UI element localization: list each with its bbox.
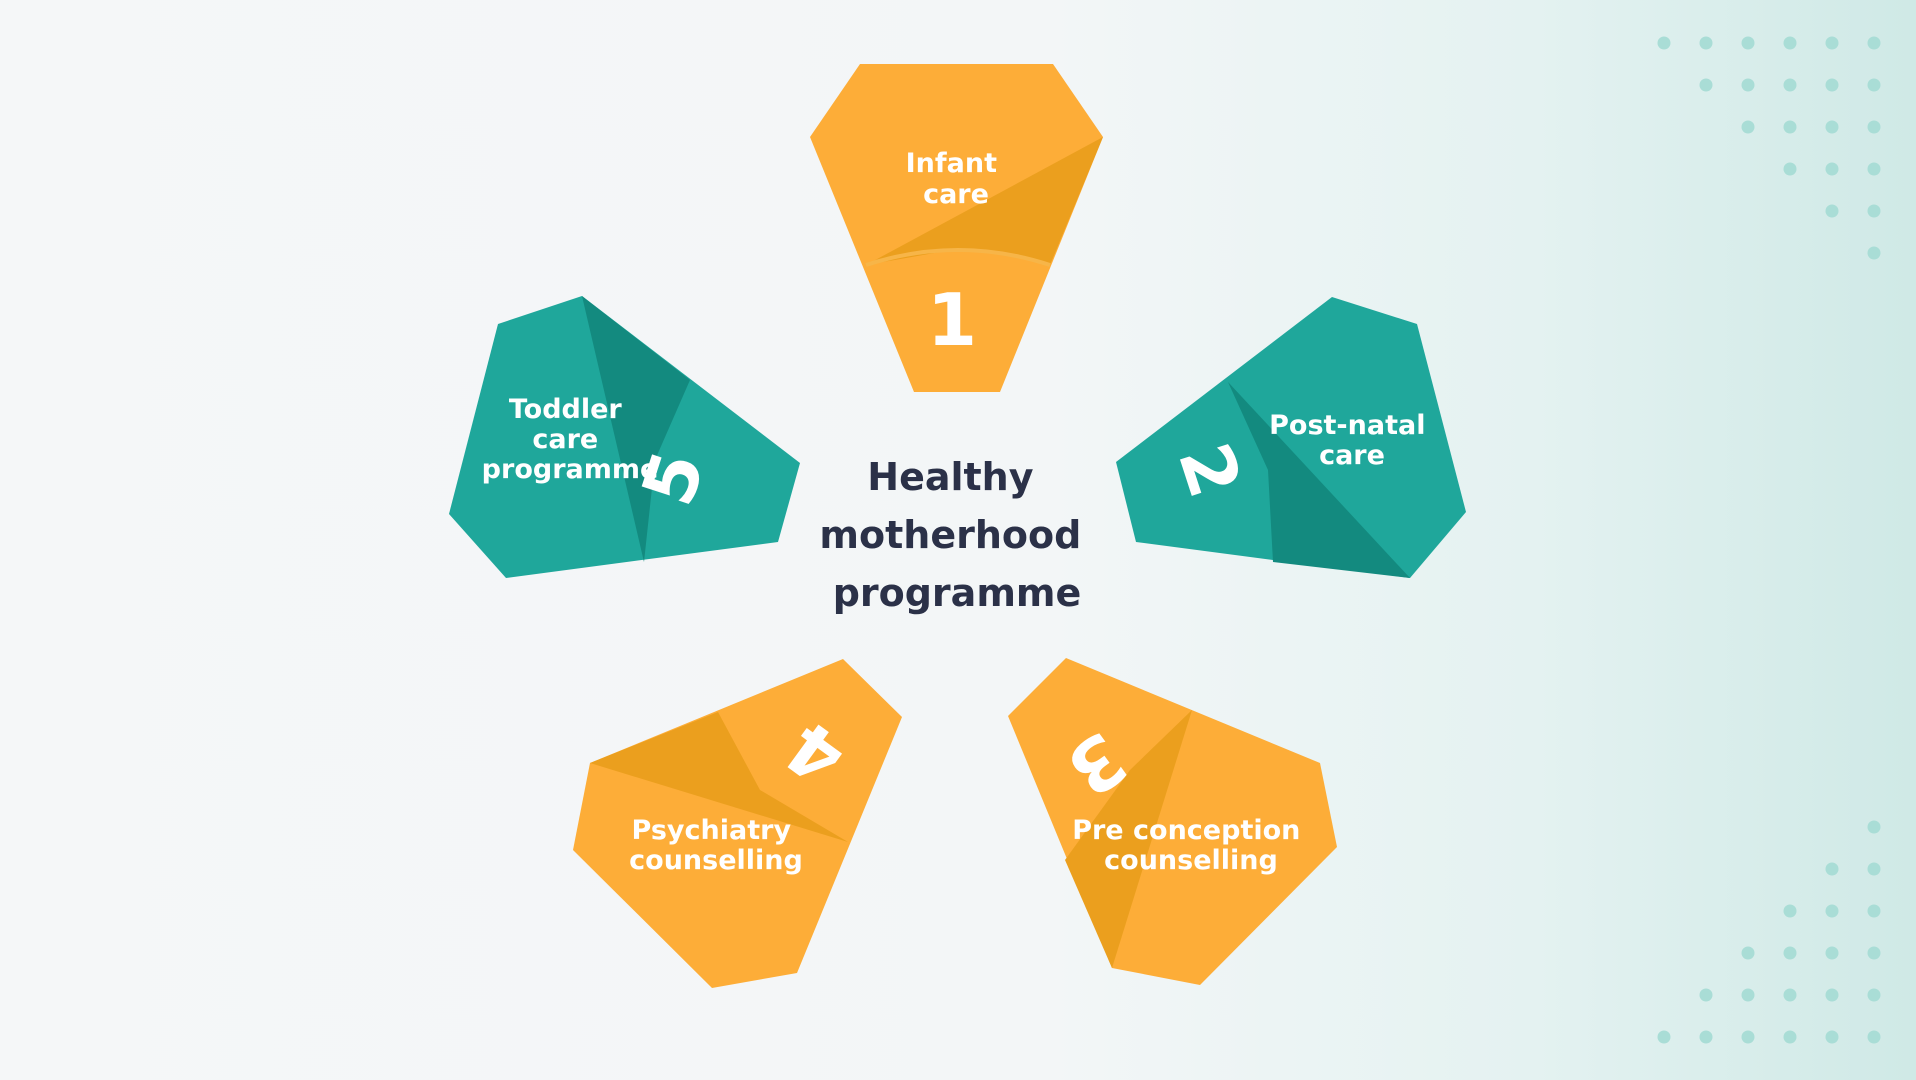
decor-dot [1783, 78, 1797, 92]
petal-1-label-line-1: Infant [906, 148, 997, 179]
decor-dot [1825, 1030, 1839, 1044]
petal-3-label-line-1: Pre conception [1072, 815, 1300, 846]
decor-dot [1867, 862, 1881, 876]
decor-dot [1783, 904, 1797, 918]
decor-dot [1657, 1030, 1671, 1044]
petal-3-fold-shade [1065, 710, 1192, 968]
decor-dot [1741, 1030, 1755, 1044]
petal-4-label: Psychiatry counselling [629, 815, 803, 876]
petal-1-label-line-2: care [923, 179, 989, 210]
decor-dot [1825, 204, 1839, 218]
center-title: Healthy motherhood programme [819, 455, 1094, 615]
decor-dot [1867, 1030, 1881, 1044]
petal-3-label-line-2: counselling [1104, 845, 1278, 876]
center-title-line-2: motherhood [819, 513, 1081, 557]
petal-1: Infant care 1 [810, 64, 1103, 392]
decor-dot [1741, 78, 1755, 92]
decor-dot [1741, 36, 1755, 50]
decor-dot [1741, 120, 1755, 134]
petal-1-number: 1 [927, 278, 977, 362]
decor-dot [1783, 120, 1797, 134]
petal-2: Post-natal care 2 [1116, 297, 1466, 578]
dot-pattern-bottom-right [1657, 820, 1881, 1044]
decor-dot [1699, 78, 1713, 92]
decor-dot [1783, 946, 1797, 960]
petal-2-shape [1116, 297, 1466, 578]
petal-5-label-line-3: programme [482, 454, 659, 485]
petal-1-fold-shade [866, 137, 1103, 265]
decor-dot [1867, 904, 1881, 918]
decor-dot [1867, 204, 1881, 218]
decor-dot [1825, 120, 1839, 134]
petal-5: Toddler care programme 5 [449, 296, 800, 578]
decor-dot [1867, 78, 1881, 92]
decor-dot [1825, 36, 1839, 50]
decor-dot [1867, 988, 1881, 1002]
decor-dot [1657, 36, 1671, 50]
decor-dot [1825, 78, 1839, 92]
petal-5-label-line-1: Toddler [509, 394, 623, 425]
decor-dot [1867, 946, 1881, 960]
petal-5-fold-shade [582, 296, 690, 562]
center-title-line-1: Healthy [867, 455, 1033, 499]
petal-3: Pre conception counselling 3 [1008, 658, 1337, 985]
decor-dot [1867, 162, 1881, 176]
decor-dot [1867, 246, 1881, 260]
petal-5-label: Toddler care programme [482, 394, 659, 485]
decor-dot [1825, 946, 1839, 960]
petal-2-label-line-2: care [1319, 440, 1385, 471]
decor-dot [1867, 820, 1881, 834]
petal-1-fold-arc [865, 248, 1051, 267]
decor-dot [1741, 988, 1755, 1002]
decor-dot [1783, 36, 1797, 50]
petal-2-label-line-1: Post-natal [1269, 410, 1425, 441]
decor-dot [1825, 904, 1839, 918]
decor-dot [1867, 120, 1881, 134]
decor-dot [1699, 36, 1713, 50]
decor-dot [1825, 862, 1839, 876]
center-title-line-3: programme [833, 571, 1082, 615]
petal-2-label: Post-natal care [1269, 410, 1435, 471]
decor-dot [1783, 988, 1797, 1002]
decor-dot [1867, 36, 1881, 50]
petal-4: Psychiatry counselling 4 [573, 659, 902, 988]
decor-dot [1825, 988, 1839, 1002]
decor-dot [1741, 946, 1755, 960]
decor-dot [1825, 162, 1839, 176]
petal-2-fold-shade [1228, 382, 1410, 578]
dot-pattern-top-right [1657, 36, 1881, 260]
petal-3-label: Pre conception counselling [1072, 815, 1310, 876]
petal-5-label-line-2: care [532, 424, 598, 455]
petal-4-fold-shade [590, 712, 848, 842]
petal-1-label: Infant care [906, 148, 1007, 210]
decor-dot [1783, 162, 1797, 176]
decor-dot [1783, 1030, 1797, 1044]
petal-4-label-line-1: Psychiatry [632, 815, 792, 846]
decor-dot [1699, 1030, 1713, 1044]
petal-4-label-line-2: counselling [629, 845, 803, 876]
decor-dot [1699, 988, 1713, 1002]
